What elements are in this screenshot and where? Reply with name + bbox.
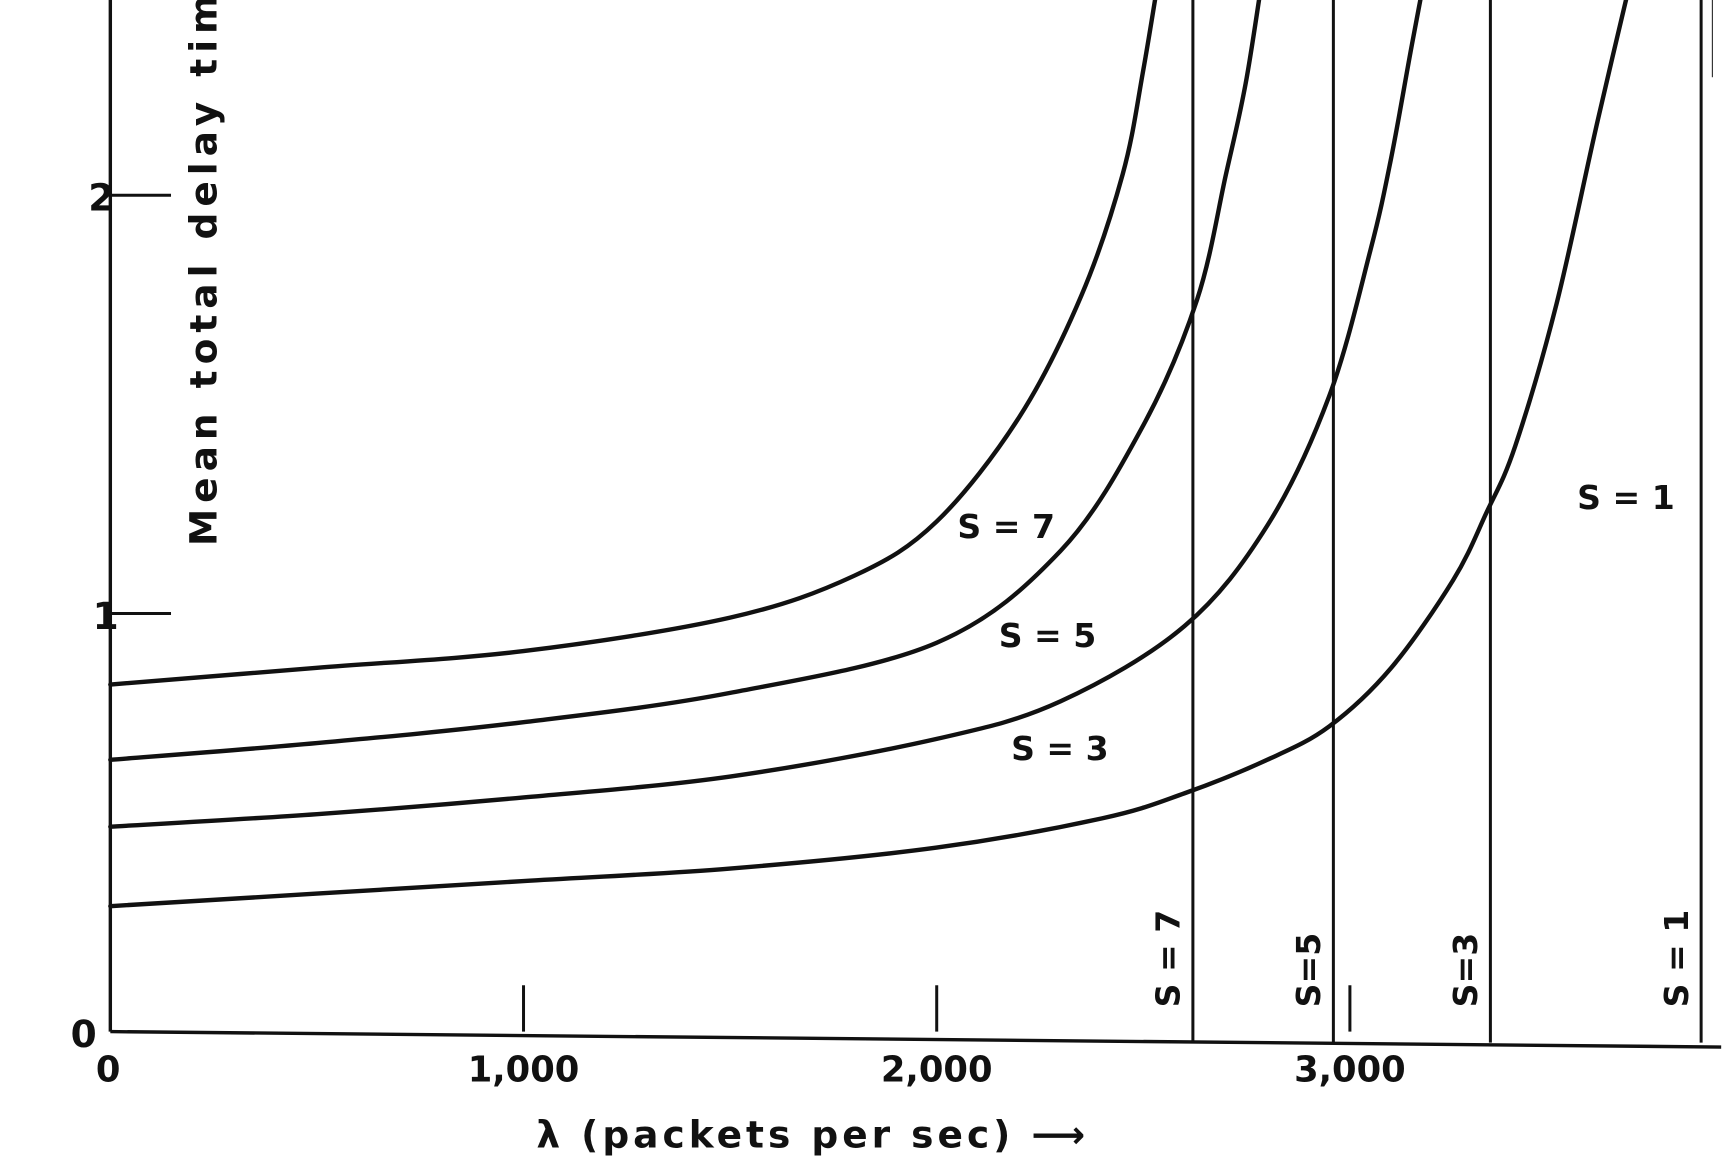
curve-label: S = 3	[1011, 729, 1109, 768]
asymptote-label: S=5	[1289, 933, 1328, 1008]
x-axis-title: λ (packets per sec) ⟶	[536, 1112, 1089, 1156]
asymptote-label: S = 7	[1149, 910, 1188, 1008]
y-tick-label: 0	[71, 1012, 97, 1056]
y-tick-label: 2	[88, 176, 114, 220]
curve-label: S = 7	[957, 507, 1055, 546]
curve-label: S = 1	[1577, 478, 1675, 517]
y-tick-label: 1	[93, 594, 119, 638]
x-tick-label: 2,000	[881, 1049, 993, 1090]
asymptote-label: S = 1	[1657, 910, 1696, 1008]
y-axis-title: Mean total delay time (	[181, 0, 225, 546]
x-axis-line	[110, 1029, 1722, 1049]
series-line-4	[108, 0, 1158, 687]
x-tick-label: 3,000	[1294, 1049, 1406, 1090]
series-line-2	[108, 0, 1423, 829]
series-line-3	[108, 0, 1262, 762]
asymptote-label: S=3	[1446, 933, 1485, 1008]
x-tick-label: 1,000	[468, 1049, 580, 1090]
series-line-1	[108, 0, 1629, 909]
x-tick-label: 0	[96, 1049, 121, 1090]
curve-label: S = 5	[999, 616, 1097, 655]
